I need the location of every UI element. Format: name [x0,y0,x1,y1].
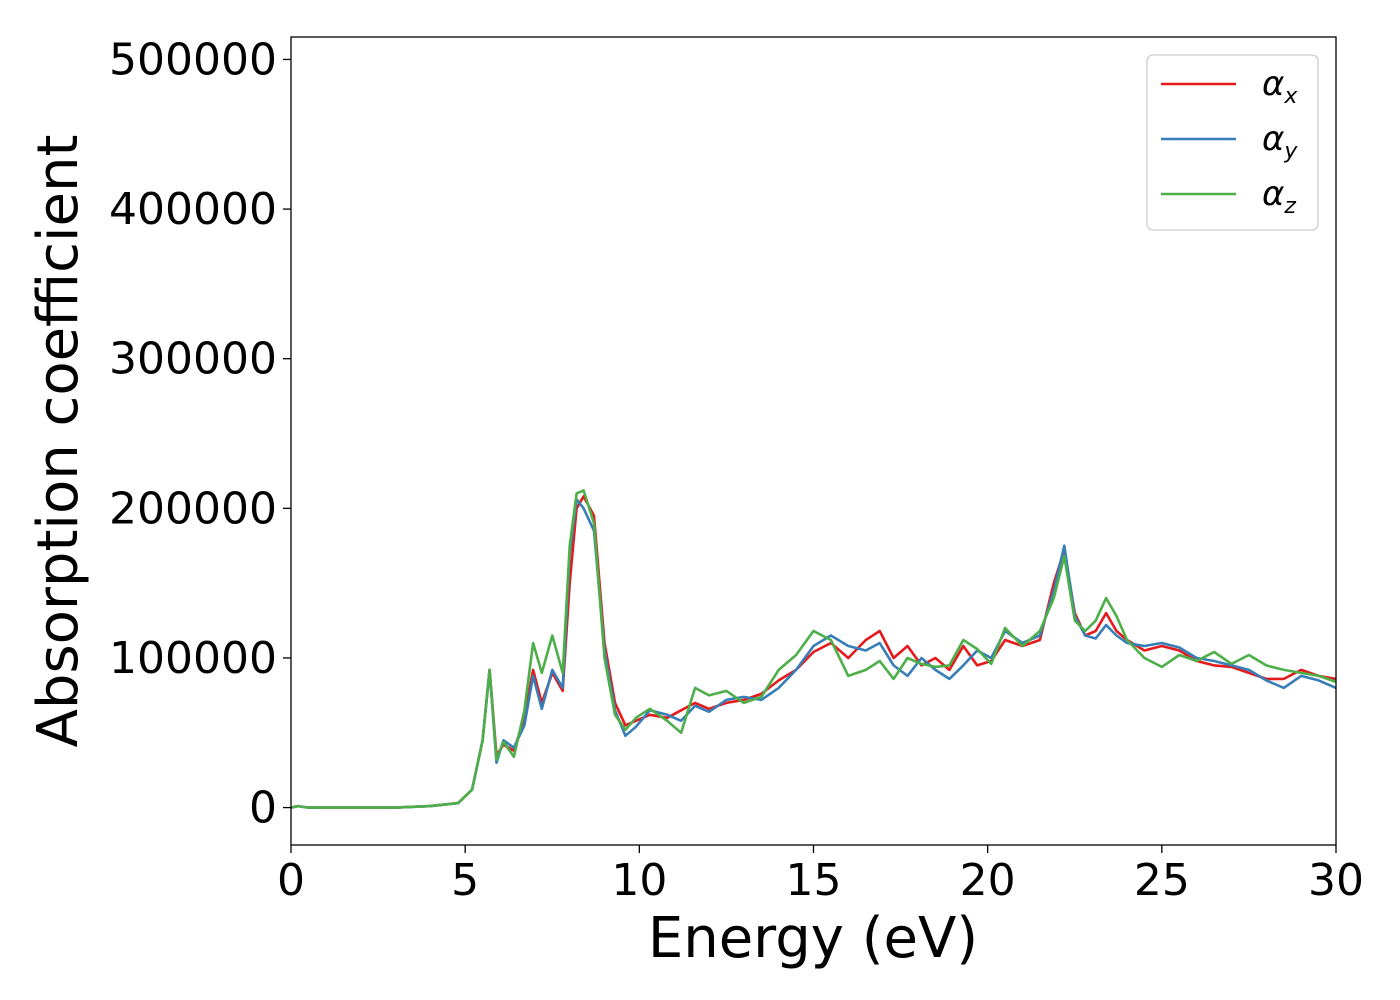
x-axis: 0 5 10 15 20 25 30 [277,845,1364,906]
x-axis-title: Energy (eV) [648,906,978,971]
y-tick-label: 200000 [109,483,277,534]
legend-box [1146,54,1319,231]
x-tick-label: 5 [451,855,479,906]
y-tick-label: 0 [249,783,277,834]
x-tick-label: 25 [1134,855,1190,906]
y-tick-label: 500000 [109,34,277,85]
y-tick-label: 300000 [109,334,277,385]
x-tick-label: 15 [786,855,842,906]
legend-label-y: αy [1262,119,1298,164]
series-layer [291,489,1336,809]
legend-label-x: αx [1262,64,1298,109]
x-tick-label: 10 [611,855,667,906]
x-tick-label: 20 [960,855,1016,906]
x-tick-label: 0 [277,855,305,906]
legend-label-z: αz [1262,174,1296,219]
y-axis-title: Absorption coefficient [26,135,91,748]
y-axis: 0 100000 200000 300000 400000 500000 [109,34,291,834]
y-tick-label: 400000 [109,184,277,235]
x-tick-label: 30 [1308,855,1364,906]
series-line-z [291,489,1336,809]
y-tick-label: 100000 [109,633,277,684]
legend: αx αy αz [1146,54,1319,231]
